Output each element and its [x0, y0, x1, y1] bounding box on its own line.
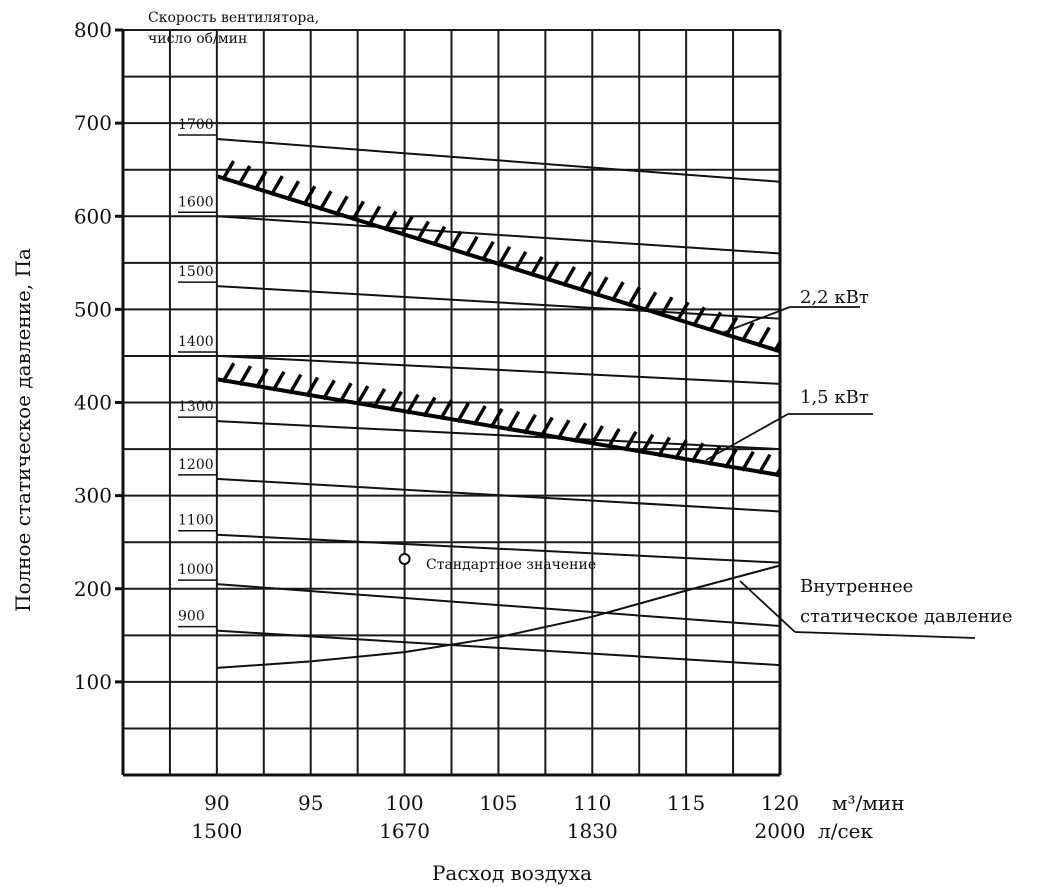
power-limit-curves	[218, 160, 780, 478]
internal-pressure-curve	[216, 564, 781, 669]
tick-labels: 100 200 300 400 500 600 700 800 90 95 100 105 110 115…	[74, 18, 806, 843]
x-tick-label: 105	[479, 791, 517, 815]
x-axis-label: Расход воздуха	[432, 861, 592, 885]
speed-label-1000: 1000	[178, 562, 214, 578]
power-limit-line	[218, 377, 780, 478]
y-tick-label: 700	[74, 111, 112, 135]
y-tick-label: 300	[74, 484, 112, 508]
x-tick-label-secondary: 1670	[379, 819, 430, 843]
leader-internal	[739, 580, 796, 633]
x-tick-label: 110	[573, 791, 611, 815]
speed-line-900	[216, 629, 781, 667]
standard-point-marker	[398, 552, 411, 565]
power-limit-hatch	[221, 160, 780, 353]
leader-2-2	[721, 306, 791, 334]
standard-point-label: Стандартное значение	[426, 557, 596, 573]
speed-line-1400	[216, 354, 781, 385]
internal-label-line1: Внутреннее	[800, 576, 913, 597]
speed-label-1600: 1600	[178, 194, 214, 210]
leader-internal-tail	[794, 631, 976, 639]
speed-label-900: 900	[178, 609, 205, 625]
y-tick-label: 400	[74, 391, 112, 415]
speed-label-1400: 1400	[178, 334, 214, 350]
internal-pressure-line	[216, 564, 781, 669]
x-unit-secondary: л/сек	[818, 819, 873, 843]
speed-label-line1: Скорость вентилятора,	[148, 10, 319, 26]
x-tick-label: 115	[667, 791, 705, 815]
speed-label-1500: 1500	[178, 264, 214, 280]
speed-label-1700: 1700	[178, 117, 214, 133]
speed-label-1300: 1300	[178, 399, 214, 415]
power-label-2-2: 2,2 кВт	[800, 287, 869, 308]
x-tick-label-secondary: 2000	[755, 819, 806, 843]
speed-curves: 1700 1600 1500 1400 1300 1200 1100 1000 900	[178, 117, 781, 667]
speed-line-1000	[216, 583, 781, 627]
x-tick-label: 90	[204, 791, 229, 815]
speed-line-1100	[216, 533, 781, 564]
x-tick-label: 100	[385, 791, 423, 815]
leader-1-5	[705, 413, 789, 461]
speed-line-1700	[216, 137, 781, 183]
speed-line-1600	[216, 215, 781, 255]
y-tick-label: 600	[74, 204, 112, 228]
leader-lines	[705, 306, 976, 639]
y-axis-label: Полное статическое давление, Па	[11, 248, 35, 612]
x-unit-primary: м³/мин	[832, 791, 905, 815]
speed-line-1300	[216, 420, 781, 451]
power-label-1-5: 1,5 кВт	[800, 387, 869, 408]
internal-label-line2: статическое давление	[800, 606, 1013, 627]
x-tick-label: 95	[298, 791, 323, 815]
speed-line-1500	[216, 285, 781, 320]
grid	[115, 28, 782, 777]
y-tick-label: 800	[74, 18, 112, 42]
y-tick-label: 200	[74, 577, 112, 601]
speed-line-1200	[216, 477, 781, 513]
standard-point-group	[398, 552, 411, 565]
x-tick-label: 120	[761, 791, 799, 815]
x-tick-label-secondary: 1830	[567, 819, 618, 843]
y-tick-label: 500	[74, 297, 112, 321]
speed-label-1100: 1100	[178, 513, 214, 529]
power-limit-hatch	[221, 362, 780, 478]
x-tick-label-secondary: 1500	[191, 819, 242, 843]
speed-label-1200: 1200	[178, 457, 214, 473]
speed-label-line2: число об/мин	[148, 31, 247, 47]
y-tick-label: 100	[74, 670, 112, 694]
